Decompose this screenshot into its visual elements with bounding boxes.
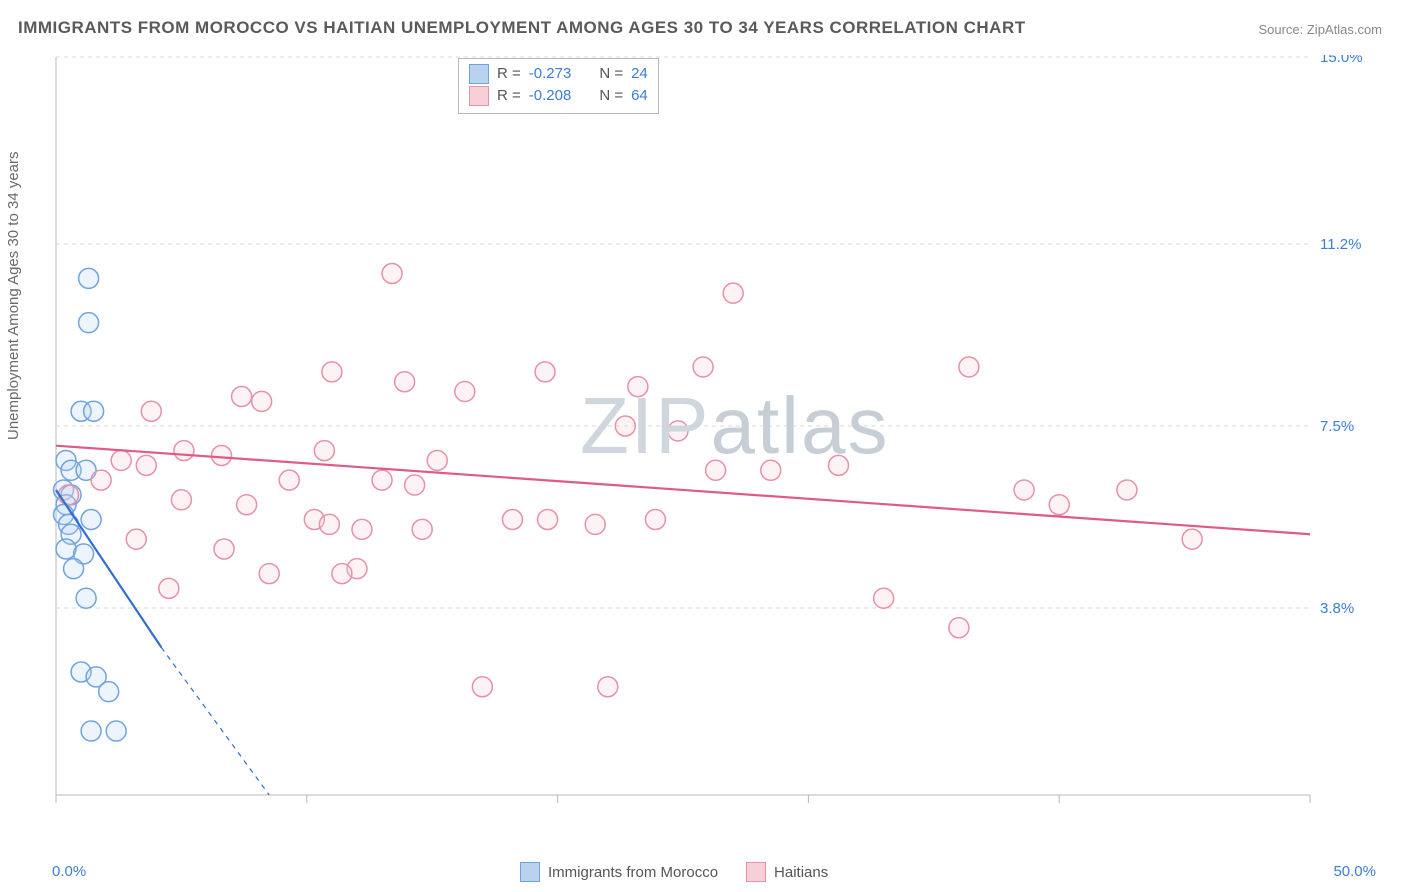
x-axis-max-label: 50.0% [1333,863,1376,880]
svg-text:3.8%: 3.8% [1320,600,1354,617]
chart-title: IMMIGRANTS FROM MOROCCO VS HAITIAN UNEMP… [18,18,1026,38]
svg-text:15.0%: 15.0% [1320,55,1363,66]
scatter-plot: 3.8% 7.5% 11.2% 15.0% [50,55,1370,835]
source-attribution: Source: ZipAtlas.com [1258,22,1382,37]
legend: Immigrants from Morocco Haitians [520,862,828,882]
legend-swatch-morocco [520,862,540,882]
svg-text:11.2%: 11.2% [1320,236,1361,253]
legend-label-haitians: Haitians [774,864,828,881]
legend-item-haitians[interactable]: Haitians [746,862,828,882]
svg-text:7.5%: 7.5% [1320,418,1354,435]
legend-swatch-haitians [746,862,766,882]
x-axis-min-label: 0.0% [52,863,86,880]
legend-label-morocco: Immigrants from Morocco [548,864,718,881]
legend-item-morocco[interactable]: Immigrants from Morocco [520,862,718,882]
y-axis-label: Unemployment Among Ages 30 to 34 years [5,151,22,440]
